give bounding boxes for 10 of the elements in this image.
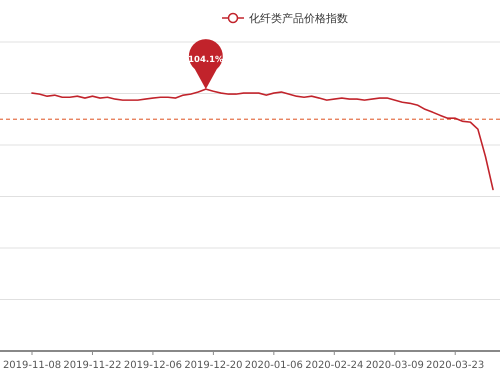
x-tick-label: 2019-11-08 [2,360,62,371]
text: 104.1% [188,55,224,66]
x-tick-label: 2019-12-06 [124,360,182,371]
legend-label: 化纤类产品价格指数 [249,12,348,25]
x-tick-label: 2019-11-22 [63,360,122,371]
x-tick-label: 2020-02-24 [305,360,364,371]
x-tick-label: 2019-12-20 [184,360,242,371]
x-tick-label: 2020-03-23 [426,360,484,371]
x-tick-label: 2020-03-09 [366,360,424,371]
x-tick-label: 2020-01-06 [244,360,303,371]
